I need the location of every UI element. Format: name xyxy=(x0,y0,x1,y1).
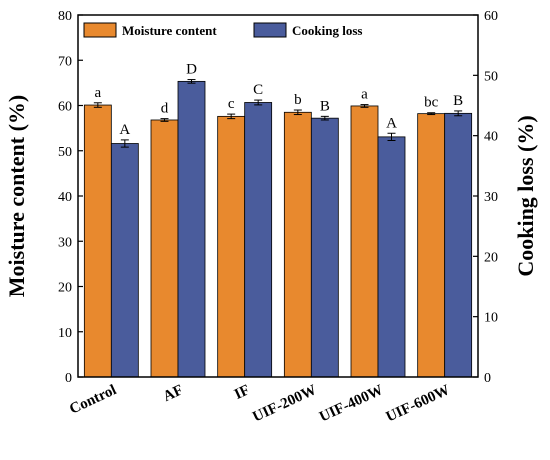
sig-label-moisture-content-uif-200w: b xyxy=(294,92,302,108)
left-tick-label-70: 70 xyxy=(58,54,72,69)
significance-labels-layer: a Ad Dc Cb Ba Abc B xyxy=(94,62,463,138)
sig-label-cooking-loss-if: C xyxy=(253,82,263,98)
left-tick-label-40: 40 xyxy=(58,190,72,205)
category-label-control: Control xyxy=(67,382,119,418)
legend-swatch-cooking-loss xyxy=(253,22,287,38)
sig-label-moisture-content-uif-400w: a xyxy=(361,87,368,103)
bars-layer xyxy=(83,80,473,378)
left-tick-label-20: 20 xyxy=(58,281,72,296)
bar-cooking-loss-uif-200w xyxy=(310,117,339,378)
sig-label-moisture-content-af: d xyxy=(161,101,169,117)
legend-label-moisture: Moisture content xyxy=(122,23,217,38)
bar-moisture-content-af xyxy=(150,119,179,378)
sig-label-cooking-loss-control: A xyxy=(119,122,130,138)
right-axis-title: Cooking loss (%) xyxy=(513,115,538,276)
bar-cooking-loss-uif-600w xyxy=(444,112,473,378)
bar-moisture-content-control xyxy=(83,104,112,378)
bar-cooking-loss-uif-400w xyxy=(377,136,406,378)
left-tick-label-60: 60 xyxy=(58,100,72,115)
category-label-if: IF xyxy=(232,382,252,403)
category-label-uif-600w: UIF-600W xyxy=(384,382,453,425)
sig-label-moisture-content-control: a xyxy=(94,85,101,101)
bar-moisture-content-uif-600w xyxy=(417,113,446,378)
legend-label-cooking-loss: Cooking loss xyxy=(292,23,362,38)
sig-label-moisture-content-if: c xyxy=(228,96,235,112)
bar-moisture-content-uif-400w xyxy=(350,105,379,378)
sig-label-cooking-loss-uif-400w: A xyxy=(386,115,397,131)
bar-cooking-loss-if xyxy=(244,102,273,378)
left-tick-label-50: 50 xyxy=(58,145,72,160)
left-tick-label-30: 30 xyxy=(58,235,72,250)
right-tick-label-20: 20 xyxy=(484,250,498,265)
bar-cooking-loss-af xyxy=(177,80,206,378)
right-tick-label-50: 50 xyxy=(484,69,498,84)
bar-moisture-content-if xyxy=(217,115,246,378)
bar-cooking-loss-control xyxy=(110,143,139,378)
left-tick-label-80: 80 xyxy=(58,9,72,24)
legend-swatch-moisture xyxy=(83,22,117,38)
sig-label-cooking-loss-uif-200w: B xyxy=(320,98,330,114)
bar-moisture-content-uif-200w xyxy=(283,111,312,378)
right-axis-ticks: 0 10 20 30 40 50 60 xyxy=(473,9,498,386)
right-tick-label-60: 60 xyxy=(484,9,498,24)
right-tick-label-30: 30 xyxy=(484,190,498,205)
left-tick-label-10: 10 xyxy=(58,326,72,341)
category-label-uif-200w: UIF-200W xyxy=(250,382,319,425)
right-tick-label-0: 0 xyxy=(484,371,491,386)
error-bars-layer xyxy=(93,79,463,148)
right-tick-label-40: 40 xyxy=(484,130,498,145)
sig-label-cooking-loss-uif-600w: B xyxy=(453,93,463,109)
sig-label-cooking-loss-af: D xyxy=(186,62,197,78)
left-axis-title: Moisture content (%) xyxy=(4,95,29,297)
category-label-af: AF xyxy=(161,382,186,405)
category-label-uif-400w: UIF-400W xyxy=(317,382,386,425)
right-tick-label-10: 10 xyxy=(484,311,498,326)
left-axis-ticks: 0 10 20 30 40 50 60 70 80 xyxy=(58,9,83,386)
sig-label-moisture-content-uif-600w: bc xyxy=(424,95,439,111)
legend: Moisture content Cooking loss xyxy=(83,22,362,38)
left-tick-label-0: 0 xyxy=(65,371,72,386)
